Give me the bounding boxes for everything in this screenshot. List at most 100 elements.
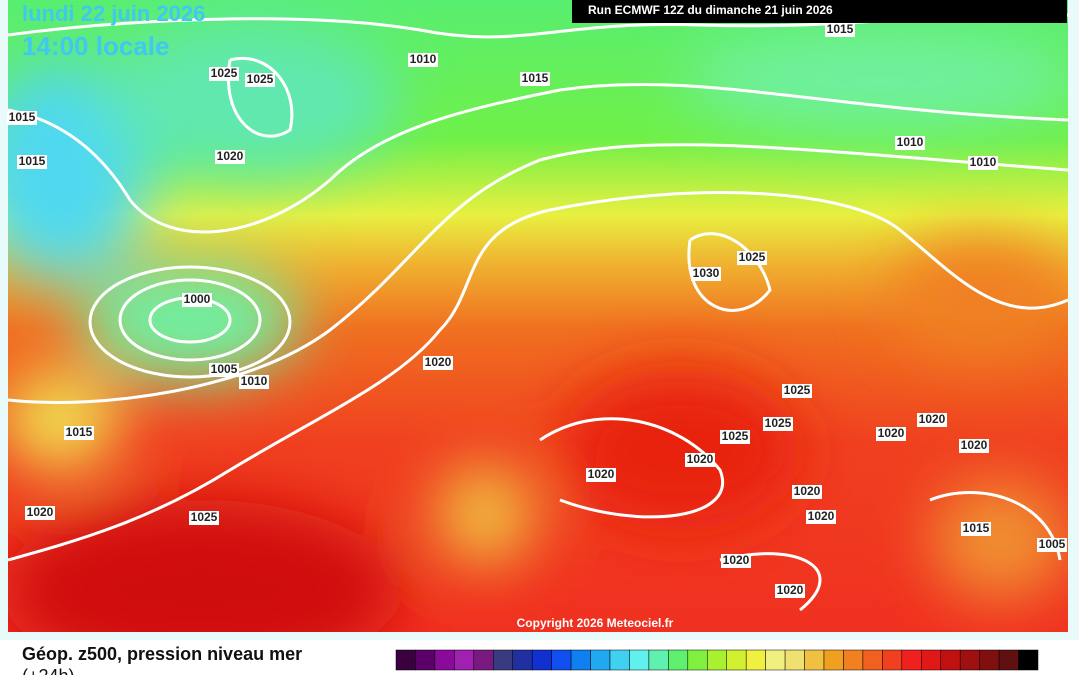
color-swatch	[590, 649, 611, 671]
isobar-label: 1010	[970, 155, 997, 169]
isobar-label: 1020	[687, 452, 714, 466]
label-bg	[720, 430, 750, 444]
isobar-label: 1020	[217, 149, 244, 163]
color-swatch	[959, 649, 980, 671]
isobar-label: 1030	[693, 266, 720, 280]
isobar-label: 1025	[784, 383, 811, 397]
color-swatch	[668, 649, 689, 671]
isobar-label: 1020	[425, 355, 452, 369]
time: 14:00 locale	[22, 31, 169, 61]
label-bg	[215, 150, 245, 164]
color-swatch	[648, 649, 669, 671]
color-swatch	[395, 649, 416, 671]
color-swatch	[551, 649, 572, 671]
isobar-label: 1025	[247, 72, 274, 86]
copyright: Copyright 2026 Meteociel.fr	[517, 616, 674, 630]
isobar-label: 1015	[9, 110, 36, 124]
label-bg	[806, 510, 836, 524]
color-swatch	[512, 649, 533, 671]
isobar-label: 1020	[588, 467, 615, 481]
color-swatch	[804, 649, 825, 671]
isobar-label: 1015	[522, 71, 549, 85]
date: lundi 22 juin 2026	[22, 1, 205, 26]
label-bg	[959, 439, 989, 453]
label-bg	[408, 53, 438, 67]
color-swatch	[940, 649, 961, 671]
isobar-label: 1025	[722, 429, 749, 443]
isobar-label: 1010	[410, 52, 437, 66]
color-swatch	[862, 649, 883, 671]
run-info: Run ECMWF 12Z du dimanche 21 juin 2026	[588, 3, 833, 17]
isobar-label: 1020	[27, 505, 54, 519]
isobar-label: 1020	[919, 412, 946, 426]
label-bg	[209, 363, 239, 377]
color-swatch	[609, 649, 630, 671]
label-bg	[876, 427, 906, 441]
isobar-label: 1025	[191, 510, 218, 524]
isobar-label: 1010	[241, 374, 268, 388]
label-bg	[792, 485, 822, 499]
legend-title: Géop. z500, pression niveau mer	[22, 644, 302, 664]
isobar-label: 1020	[723, 553, 750, 567]
isobar-label: 1020	[961, 438, 988, 452]
label-bg	[961, 522, 991, 536]
color-swatch	[493, 649, 513, 671]
isobar-label: 1005	[211, 362, 238, 376]
isobar-label: 1005	[1039, 537, 1066, 551]
color-swatch	[921, 649, 941, 671]
label-bg	[763, 417, 793, 431]
label-bg	[25, 506, 55, 520]
color-swatch	[901, 649, 922, 671]
isobar-label: 1010	[897, 135, 924, 149]
label-bg	[968, 156, 998, 170]
color-swatch	[784, 649, 805, 671]
label-bg	[209, 67, 239, 81]
label-bg	[737, 251, 767, 265]
color-swatch	[473, 649, 494, 671]
color-swatch	[726, 649, 747, 671]
label-bg	[825, 23, 855, 37]
label-bg	[245, 73, 275, 87]
legend-subtitle: (+24h)	[22, 666, 75, 675]
color-swatch	[765, 649, 786, 671]
label-bg	[691, 267, 721, 281]
isobar-label: 1020	[794, 484, 821, 498]
color-swatch	[629, 649, 650, 671]
isobar-label: 1015	[66, 425, 93, 439]
label-bg	[64, 426, 94, 440]
isobar-label: 1015	[827, 22, 854, 36]
label-bg	[520, 72, 550, 86]
color-swatch	[1018, 649, 1039, 671]
label-bg	[182, 293, 212, 307]
label-bg	[685, 453, 715, 467]
isobar-label: 1020	[777, 583, 804, 597]
isobar-label: 1000	[184, 292, 211, 306]
isobar-label: 1025	[211, 66, 238, 80]
label-bg	[17, 155, 47, 169]
isobar-label: 1015	[963, 521, 990, 535]
color-swatch	[434, 649, 455, 671]
label-bg	[721, 554, 751, 568]
color-swatch	[454, 649, 475, 671]
label-bg	[775, 584, 805, 598]
color-swatch	[531, 649, 552, 671]
color-swatch	[979, 649, 1000, 671]
color-swatch	[687, 649, 708, 671]
color-swatch	[745, 649, 766, 671]
label-bg	[895, 136, 925, 150]
label-bg	[586, 468, 616, 482]
run-box	[572, 0, 1067, 23]
label-bg	[189, 511, 219, 525]
isobar-label: 1015	[19, 154, 46, 168]
label-bg	[7, 111, 37, 125]
color-swatch	[415, 649, 436, 671]
color-swatch	[823, 649, 844, 671]
color-swatch	[843, 649, 864, 671]
label-bg	[239, 375, 269, 389]
isobar-label: 1020	[878, 426, 905, 440]
label-bg	[917, 413, 947, 427]
color-swatch	[707, 649, 727, 671]
color-swatch	[570, 649, 591, 671]
